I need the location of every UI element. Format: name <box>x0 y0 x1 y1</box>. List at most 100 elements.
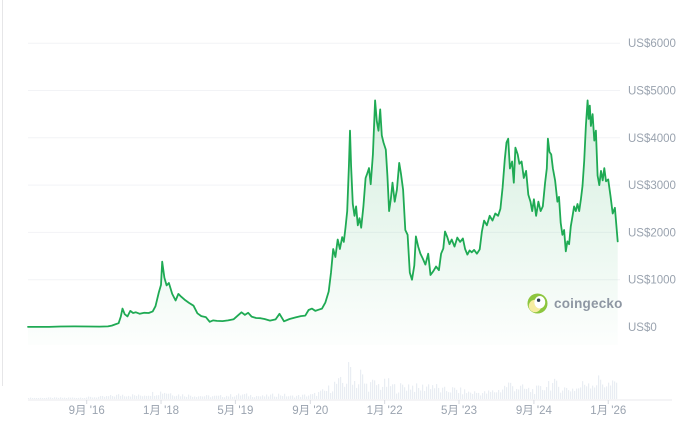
volume-bar <box>386 386 388 399</box>
volume-bar <box>110 394 112 399</box>
volume-bar <box>436 384 438 399</box>
volume-bar <box>82 398 84 399</box>
volume-bar <box>202 396 204 399</box>
volume-bar <box>284 393 286 399</box>
volume-bar <box>582 381 584 399</box>
volume-bar <box>234 396 236 399</box>
volume-bar <box>54 397 56 399</box>
volume-bar <box>320 390 322 399</box>
volume-bar <box>596 385 598 399</box>
volume-bar <box>228 396 230 399</box>
volume-bar <box>602 384 604 399</box>
volume-bar <box>560 392 562 399</box>
volume-bar <box>428 384 430 399</box>
volume-bar <box>130 396 132 399</box>
volume-bar <box>80 397 82 399</box>
x-axis-label: 9月 '16 <box>69 405 105 417</box>
volume-bar <box>70 397 72 399</box>
volume-bar <box>472 393 474 399</box>
volume-bar <box>312 394 314 399</box>
volume-bar <box>508 382 510 399</box>
volume-bar <box>62 397 64 399</box>
volume-bar <box>210 397 212 399</box>
volume-bar <box>164 392 166 399</box>
volume-bar <box>348 362 350 399</box>
volume-bar <box>550 390 552 399</box>
volume-bar <box>238 393 240 399</box>
volume-bar <box>426 386 428 399</box>
volume-bar <box>460 387 462 399</box>
volume-bar <box>212 396 214 399</box>
volume-bar <box>266 394 268 399</box>
volume-bar <box>166 393 168 399</box>
volume-bar <box>430 389 432 399</box>
volume-bar <box>410 389 412 399</box>
price-line <box>27 99 619 328</box>
volume-bar <box>464 389 466 399</box>
volume-bar <box>92 397 94 399</box>
volume-bar <box>608 382 610 399</box>
volume-bar <box>260 396 262 399</box>
volume-bar <box>370 382 372 399</box>
volume-bar <box>404 387 406 399</box>
volume-bar <box>158 395 160 399</box>
volume-bar <box>122 394 124 399</box>
volume-bar <box>204 396 206 399</box>
volume-bar <box>322 389 324 399</box>
volume-bar <box>358 384 360 399</box>
volume-bar <box>254 397 256 399</box>
volume-bar <box>198 396 200 399</box>
volume-bar <box>414 391 416 399</box>
volume-bar <box>160 391 162 399</box>
volume-bar <box>258 396 260 399</box>
volume-bar <box>86 397 88 399</box>
volume-bar <box>554 378 556 399</box>
volume-bar <box>590 388 592 399</box>
volume-bar <box>552 382 554 399</box>
volume-bar <box>374 380 376 399</box>
volume-bar <box>286 396 288 399</box>
coingecko-logo-icon <box>527 293 548 314</box>
volume-bar <box>154 395 156 399</box>
volume-bar <box>74 397 76 399</box>
volume-bar <box>474 391 476 399</box>
volume-bar <box>412 385 414 399</box>
volume-bar <box>476 392 478 399</box>
volume-bar <box>242 394 244 399</box>
volume-bar <box>334 381 336 399</box>
volume-bar <box>612 380 614 399</box>
volume-bar <box>378 384 380 399</box>
volume-bar <box>328 385 330 399</box>
volume-bar <box>398 392 400 399</box>
volume-bar <box>344 386 346 399</box>
volume-bar <box>526 388 528 399</box>
volume-bar <box>558 386 560 399</box>
volume-bar <box>292 395 294 399</box>
volume-bar <box>366 383 368 399</box>
volume-bar <box>442 387 444 399</box>
volume-bar <box>518 389 520 399</box>
volume-bar <box>206 395 208 399</box>
volume-bar <box>256 395 258 399</box>
volume-bar <box>432 385 434 399</box>
volume-bar <box>96 397 98 399</box>
volume-bar <box>268 396 270 399</box>
volume-bar <box>336 383 338 399</box>
volume-bar <box>494 392 496 399</box>
x-axis-label: 1月 '22 <box>367 405 403 417</box>
volume-bar <box>144 395 146 399</box>
volume-bar <box>368 391 370 399</box>
volume-bar <box>534 394 536 399</box>
volume-bar <box>270 394 272 399</box>
volume-bar <box>570 391 572 399</box>
volume-bar <box>356 387 358 399</box>
volume-bar <box>148 395 150 399</box>
y-axis-label: US$1000 <box>628 275 676 287</box>
volume-bar <box>52 398 54 399</box>
volume-bar <box>362 374 364 399</box>
volume-bar <box>244 394 246 399</box>
volume-bar <box>180 396 182 399</box>
volume-bar <box>232 396 234 399</box>
volume-bar <box>568 390 570 399</box>
